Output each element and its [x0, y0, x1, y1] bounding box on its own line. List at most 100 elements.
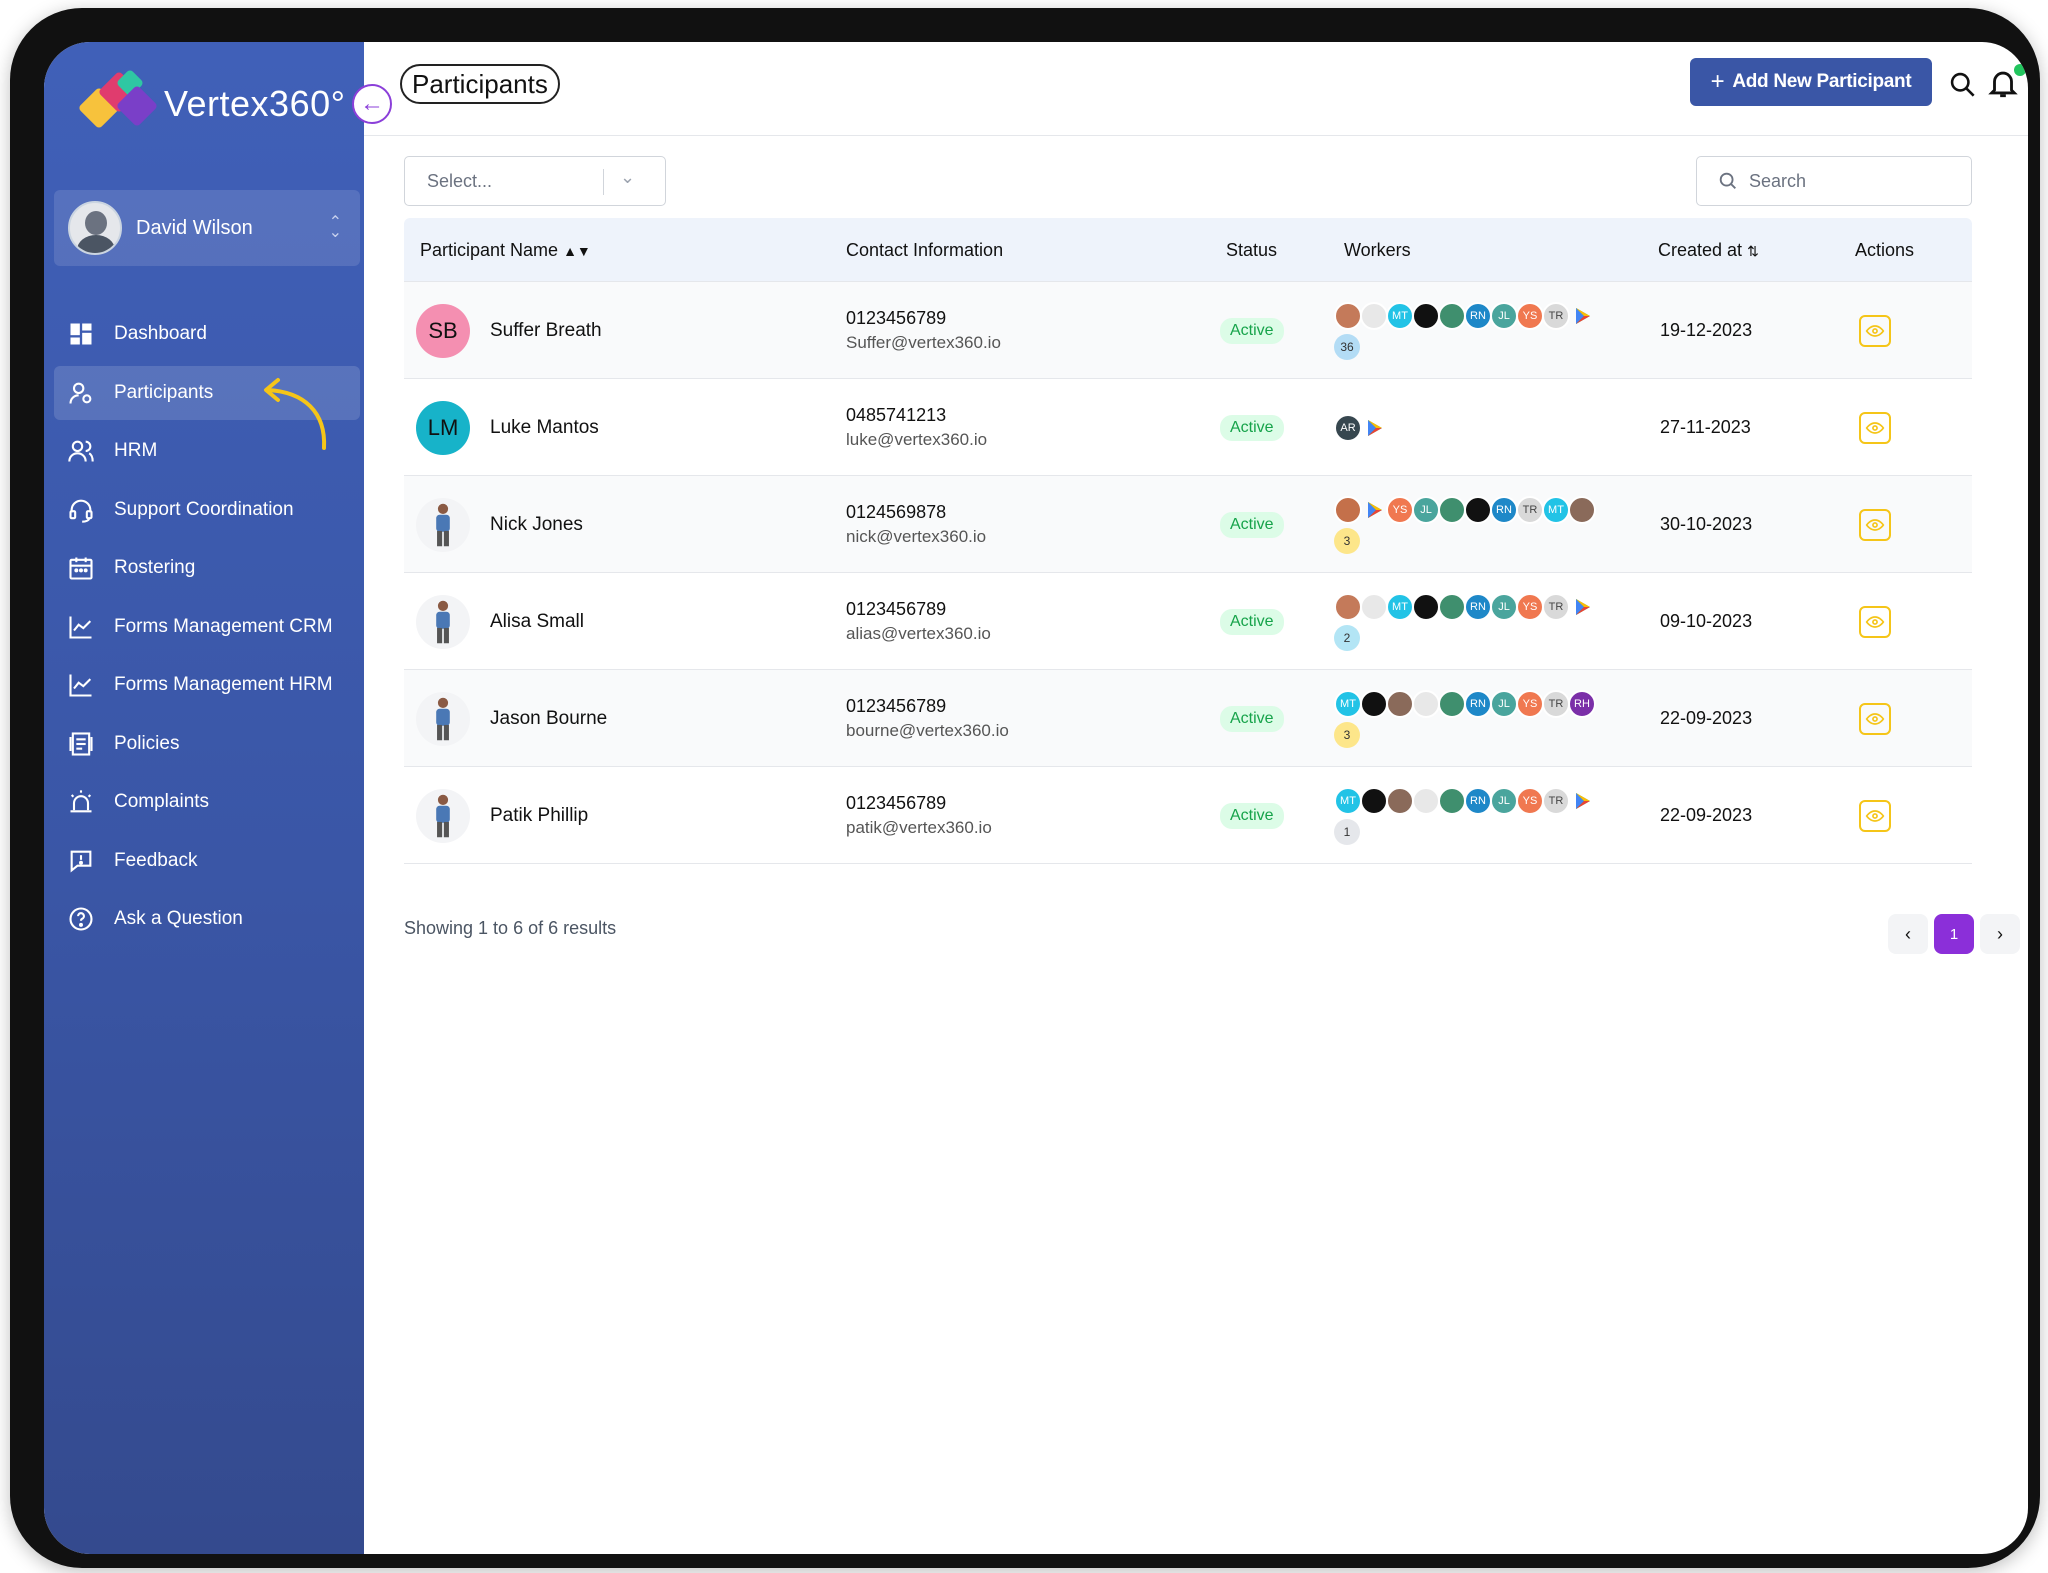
add-participant-button[interactable]: + Add New Participant — [1690, 58, 1932, 106]
sidebar-item-feedback[interactable]: Feedback — [54, 834, 360, 888]
worker-avatar[interactable] — [1412, 301, 1440, 330]
bell-icon[interactable] — [1986, 66, 2020, 100]
worker-avatar[interactable] — [1412, 689, 1440, 718]
worker-avatar[interactable] — [1360, 301, 1388, 330]
worker-avatar[interactable]: JL — [1412, 495, 1440, 524]
worker-avatar[interactable]: RN — [1464, 301, 1492, 330]
worker-avatar[interactable]: YS — [1386, 495, 1414, 524]
worker-avatar[interactable] — [1360, 689, 1388, 718]
sidebar-item-forms-management-crm[interactable]: Forms Management CRM — [54, 600, 360, 654]
table-row[interactable]: LM Luke Mantos 0485741213 luke@vertex360.io… — [404, 379, 1972, 476]
sidebar-item-complaints[interactable]: Complaints — [54, 775, 360, 829]
brand-logo[interactable]: Vertex360° — [76, 64, 346, 144]
column-participant-name[interactable]: Participant Name ▲▼ — [420, 240, 591, 260]
view-button[interactable] — [1859, 605, 1891, 638]
participant-name[interactable]: Suffer Breath — [490, 319, 602, 341]
worker-avatar[interactable] — [1464, 495, 1492, 524]
table-row[interactable]: Nick Jones 0124569878 nick@vertex360.io Act… — [404, 476, 1972, 573]
worker-avatar[interactable] — [1438, 689, 1466, 718]
worker-avatar[interactable]: JL — [1490, 301, 1518, 330]
worker-avatar[interactable]: AR — [1334, 413, 1362, 442]
sort-numeric-icon: ⇅ — [1747, 243, 1759, 259]
view-button[interactable] — [1859, 411, 1891, 444]
sidebar-item-participants[interactable]: Participants — [54, 365, 360, 450]
worker-avatar[interactable]: JL — [1490, 689, 1518, 718]
page-1-button[interactable]: 1 — [1934, 914, 1974, 954]
worker-avatar[interactable]: TR — [1516, 495, 1544, 524]
worker-avatar[interactable] — [1386, 786, 1414, 815]
worker-avatar[interactable]: TR — [1542, 786, 1570, 815]
created-date: 27-11-2023 — [1660, 417, 1751, 437]
sidebar-item-hrm[interactable]: HRM — [54, 424, 360, 478]
user-switcher[interactable]: David Wilson ⌃ ⌄ — [54, 190, 360, 266]
worker-avatar[interactable] — [1334, 301, 1362, 330]
worker-avatar[interactable] — [1360, 592, 1388, 621]
sidebar-item-dashboard[interactable]: Dashboard — [54, 307, 360, 361]
worker-avatar[interactable]: YS — [1516, 592, 1544, 621]
worker-avatar[interactable] — [1438, 301, 1466, 330]
participant-name[interactable]: Patik Phillip — [490, 804, 589, 826]
collapse-sidebar-button[interactable]: ← — [352, 84, 392, 124]
worker-avatar[interactable] — [1334, 495, 1362, 524]
chevron-updown-icon: ⌃ ⌄ — [328, 214, 342, 241]
sidebar-item-label: Forms Management HRM — [114, 674, 333, 695]
worker-avatar[interactable]: RN — [1464, 786, 1492, 815]
next-page-button[interactable]: › — [1980, 914, 2020, 954]
worker-avatar[interactable] — [1360, 786, 1388, 815]
worker-avatar[interactable]: MT — [1542, 495, 1570, 524]
worker-avatar[interactable]: TR — [1542, 689, 1570, 718]
play-icon — [1568, 593, 1596, 621]
worker-avatar[interactable] — [1412, 592, 1440, 621]
view-button[interactable] — [1859, 702, 1891, 735]
view-button[interactable] — [1859, 508, 1891, 541]
participant-name[interactable]: Jason Bourne — [490, 707, 608, 729]
column-workers: Workers — [1344, 240, 1411, 260]
worker-avatar[interactable]: YS — [1516, 301, 1544, 330]
participant-name[interactable]: Luke Mantos — [490, 416, 599, 438]
sidebar-item-rostering[interactable]: Rostering — [54, 541, 360, 595]
column-created-at[interactable]: Created at ⇅ — [1658, 240, 1759, 260]
worker-avatar[interactable] — [1386, 689, 1414, 718]
worker-avatar[interactable] — [1438, 495, 1466, 524]
participant-name[interactable]: Alisa Small — [490, 610, 584, 632]
worker-avatar[interactable] — [1412, 786, 1440, 815]
prev-page-button[interactable]: ‹ — [1888, 914, 1928, 954]
participant-name[interactable]: Nick Jones — [490, 513, 583, 535]
worker-avatar[interactable]: TR — [1542, 592, 1570, 621]
sidebar-item-forms-management-hrm[interactable]: Forms Management HRM — [54, 658, 360, 712]
worker-avatar[interactable]: RN — [1464, 592, 1492, 621]
view-button[interactable] — [1859, 314, 1891, 347]
participants-icon — [66, 378, 96, 408]
worker-avatar[interactable]: JL — [1490, 786, 1518, 815]
view-button[interactable] — [1859, 799, 1891, 832]
search-icon[interactable] — [1948, 70, 1976, 98]
worker-avatar[interactable] — [1438, 786, 1466, 815]
participant-filter-select[interactable]: Select... ⌄ — [404, 156, 666, 206]
worker-avatar[interactable]: RH — [1568, 689, 1596, 718]
sidebar-item-support-coordination[interactable]: Support Coordination — [54, 483, 360, 537]
search-placeholder: Search — [1749, 170, 1807, 191]
worker-avatar[interactable]: MT — [1334, 786, 1362, 815]
worker-avatar[interactable] — [1334, 592, 1362, 621]
worker-avatar[interactable] — [1568, 495, 1596, 524]
worker-avatar[interactable]: JL — [1490, 592, 1518, 621]
workers-group: MT RN JL YS TR 2 — [1334, 573, 1594, 670]
table-row[interactable]: SB Suffer Breath 0123456789 Suffer@vertex36… — [404, 282, 1972, 379]
worker-avatar[interactable]: TR — [1542, 301, 1570, 330]
sidebar-item-ask-a-question[interactable]: Ask a Question — [54, 892, 360, 946]
table-row[interactable]: Patik Phillip 0123456789 patik@vertex360.i… — [404, 767, 1972, 864]
worker-avatar[interactable]: RN — [1464, 689, 1492, 718]
contact-information: 0485741213 luke@vertex360.io — [846, 379, 987, 476]
worker-avatar[interactable]: YS — [1516, 689, 1544, 718]
eye-icon — [1865, 809, 1885, 822]
worker-avatar[interactable]: MT — [1334, 689, 1362, 718]
table-row[interactable]: Alisa Small 0123456789 alias@vertex360.io A… — [404, 573, 1972, 670]
worker-avatar[interactable]: MT — [1386, 592, 1414, 621]
worker-avatar[interactable]: YS — [1516, 786, 1544, 815]
table-row[interactable]: Jason Bourne 0123456789 bourne@vertex360.i… — [404, 670, 1972, 767]
worker-avatar[interactable]: MT — [1386, 301, 1414, 330]
worker-avatar[interactable]: RN — [1490, 495, 1518, 524]
search-input[interactable]: Search — [1696, 156, 1972, 206]
worker-avatar[interactable] — [1438, 592, 1466, 621]
sidebar-item-policies[interactable]: Policies — [54, 717, 360, 771]
